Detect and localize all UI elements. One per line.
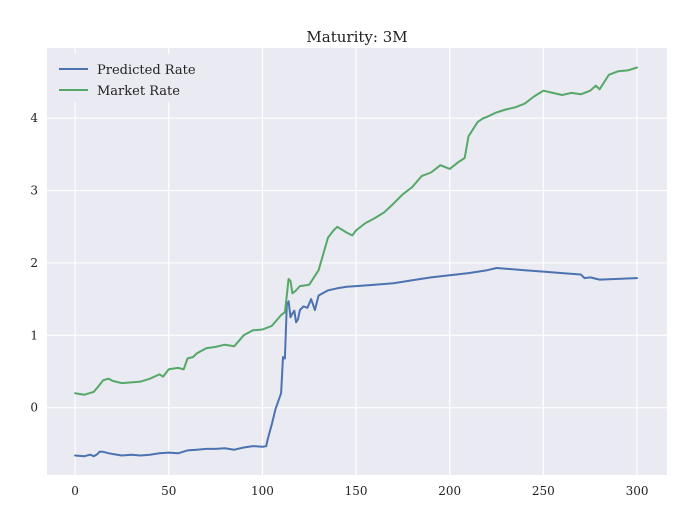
series-line-market-rate [74, 66, 638, 396]
legend-label-market: Market Rate [97, 84, 180, 99]
y-tick-label: 0 [30, 401, 38, 415]
x-tick-label: 0 [71, 484, 79, 498]
y-axis-ticks: 0 1 2 3 4 [30, 111, 38, 414]
y-tick-label: 3 [30, 184, 38, 198]
legend-box [52, 54, 184, 102]
x-tick-label: 200 [438, 484, 461, 498]
plot-area [47, 48, 667, 475]
y-tick-label: 4 [30, 111, 38, 125]
grid-lines [47, 48, 667, 475]
series-layer [74, 66, 638, 458]
x-tick-label: 100 [251, 484, 274, 498]
x-tick-label: 300 [626, 484, 649, 498]
x-axis-ticks: 0 50 100 150 200 250 300 [71, 484, 648, 498]
x-tick-label: 150 [345, 484, 368, 498]
y-tick-label: 2 [30, 256, 38, 270]
legend-label-predicted: Predicted Rate [97, 63, 196, 78]
y-tick-label: 1 [30, 328, 38, 342]
series-line-predicted-rate [74, 267, 638, 458]
legend: Predicted Rate Market Rate [52, 54, 196, 102]
chart-title: Maturity: 3M [306, 28, 407, 46]
x-tick-label: 50 [161, 484, 176, 498]
x-tick-label: 250 [532, 484, 555, 498]
